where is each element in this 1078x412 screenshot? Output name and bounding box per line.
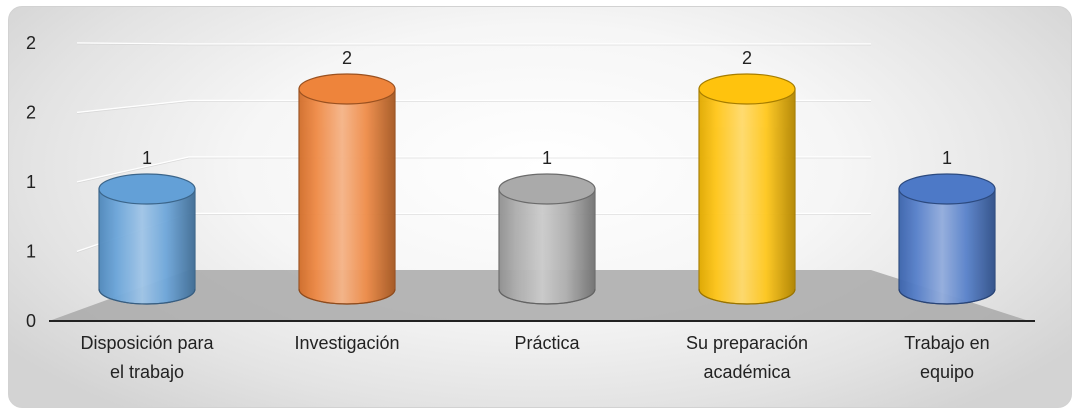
bar-base-rim <box>298 288 396 305</box>
bar-base-rim <box>698 288 796 305</box>
gridline-shadow <box>76 157 871 184</box>
data-label: 1 <box>542 148 552 168</box>
category-label-line: Trabajo en <box>904 333 989 353</box>
category-label: Su preparación académica <box>686 333 808 382</box>
gridline-shadow <box>76 43 871 46</box>
category-label-line: Disposición para <box>80 333 214 353</box>
data-label: 1 <box>942 148 952 168</box>
category-label: Trabajo en equipo <box>904 333 989 382</box>
bar-top-cap <box>698 73 796 105</box>
chart-area: 0 1 1 2 2 1 Disposición para el trabajo 2 Investi… <box>8 6 1072 408</box>
bar-5 <box>898 173 996 305</box>
cylinder-bar-chart: 0 1 1 2 2 1 Disposición para el trabajo 2 Investi… <box>26 33 1035 382</box>
category-label: Investigación <box>294 333 399 353</box>
gridline-shadow <box>76 101 871 114</box>
bar-body <box>298 88 396 305</box>
category-label: Práctica <box>514 333 580 353</box>
category-label-line: Investigación <box>294 333 399 353</box>
bar-2 <box>298 73 396 305</box>
bar-body <box>898 188 996 305</box>
bar-base-rim <box>498 288 596 305</box>
bar-1 <box>98 173 196 305</box>
bar-base-rim <box>898 288 996 305</box>
y-tick-label: 2 <box>26 103 36 123</box>
category-label: Disposición para el trabajo <box>80 333 214 382</box>
data-label: 2 <box>742 48 752 68</box>
y-tick-label: 1 <box>26 172 36 192</box>
category-label-line: Práctica <box>514 333 580 353</box>
category-label-line: equipo <box>920 362 974 382</box>
category-label-line: académica <box>703 362 791 382</box>
bar-top-cap <box>498 173 596 205</box>
bar-body <box>498 188 596 305</box>
y-tick-label: 0 <box>26 311 36 331</box>
bar-base-rim <box>98 288 196 305</box>
gridline <box>76 42 871 45</box>
gridline <box>76 156 871 183</box>
category-label-line: el trabajo <box>110 362 184 382</box>
y-tick-label: 1 <box>26 242 36 262</box>
bar-top-cap <box>298 73 396 105</box>
y-tick-label: 2 <box>26 33 36 53</box>
data-label: 2 <box>342 48 352 68</box>
bar-body <box>698 88 796 305</box>
bar-top-cap <box>98 173 196 205</box>
bar-body <box>98 188 196 305</box>
data-label: 1 <box>142 148 152 168</box>
bar-3 <box>498 173 596 305</box>
gridline <box>76 99 871 114</box>
bar-4 <box>698 73 796 305</box>
bar-top-cap <box>898 173 996 205</box>
category-label-line: Su preparación <box>686 333 808 353</box>
